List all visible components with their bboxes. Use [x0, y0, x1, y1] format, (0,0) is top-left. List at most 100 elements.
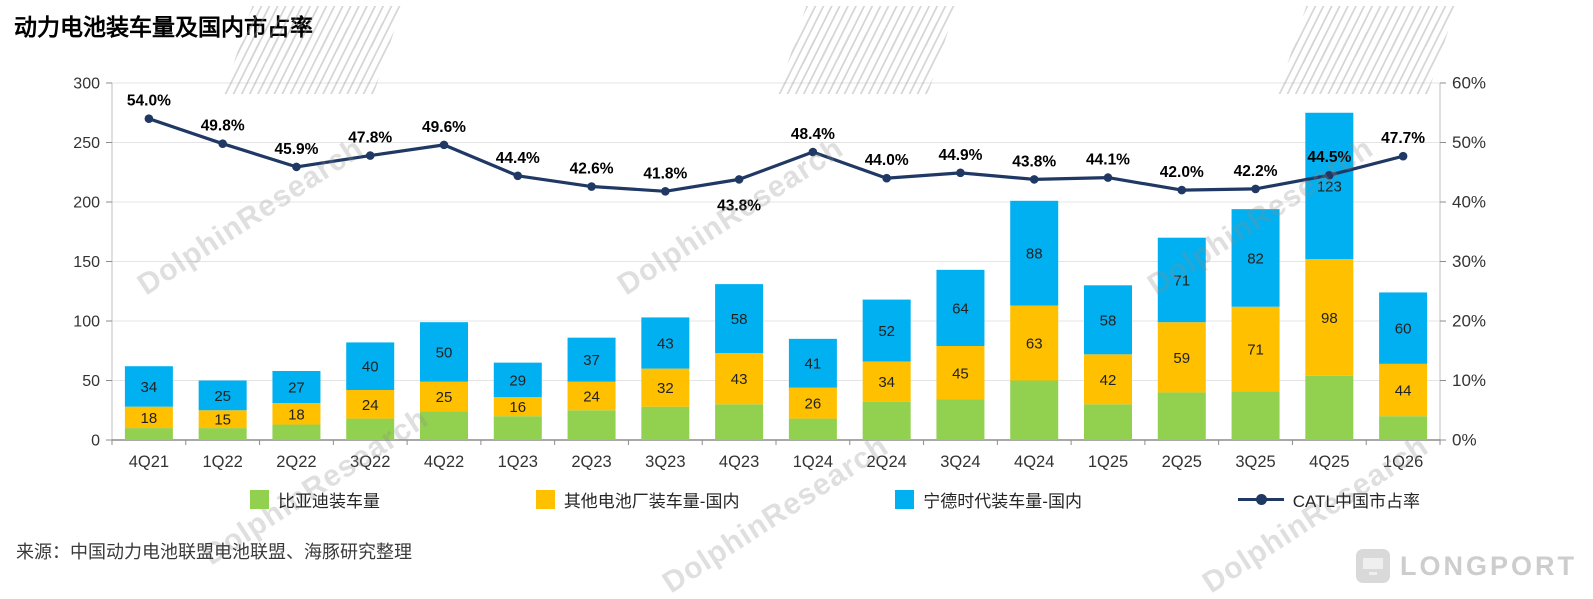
svg-text:0%: 0% — [1452, 431, 1477, 450]
svg-text:100: 100 — [73, 314, 100, 331]
svg-text:43: 43 — [731, 371, 748, 388]
svg-text:34: 34 — [878, 374, 895, 391]
svg-text:64: 64 — [952, 300, 969, 317]
legend-item-byd: 比亚迪装车量 — [250, 487, 380, 512]
svg-text:37: 37 — [583, 352, 600, 369]
svg-text:41.8%: 41.8% — [643, 165, 687, 182]
svg-text:1Q22: 1Q22 — [202, 453, 242, 471]
svg-text:3Q25: 3Q25 — [1235, 453, 1275, 471]
legend-label-catl: 宁德时代装车量-国内 — [923, 492, 1082, 511]
svg-text:29: 29 — [509, 372, 526, 389]
svg-text:123: 123 — [1317, 178, 1342, 195]
svg-text:15: 15 — [214, 412, 231, 429]
legend-label-share: CATL中国市占率 — [1292, 492, 1420, 511]
svg-text:30%: 30% — [1452, 252, 1486, 271]
svg-text:40: 40 — [362, 359, 379, 376]
longport-logo-icon — [1356, 549, 1390, 583]
svg-text:1Q24: 1Q24 — [793, 453, 833, 471]
svg-text:47.8%: 47.8% — [348, 130, 392, 147]
svg-text:43: 43 — [657, 336, 674, 353]
legend-item-share-line: CATL中国市占率 — [1237, 487, 1420, 512]
share-line-swatch — [1237, 494, 1284, 505]
byd-color-swatch — [250, 490, 269, 509]
catl-color-swatch — [895, 490, 915, 509]
svg-text:71: 71 — [1173, 272, 1190, 289]
svg-text:60%: 60% — [1452, 74, 1486, 93]
svg-text:48.4%: 48.4% — [791, 126, 835, 143]
svg-text:34: 34 — [141, 379, 158, 396]
svg-text:42: 42 — [1100, 372, 1117, 389]
svg-text:24: 24 — [362, 397, 379, 414]
svg-text:49.6%: 49.6% — [422, 119, 466, 136]
svg-text:45: 45 — [952, 365, 969, 382]
svg-text:98: 98 — [1321, 310, 1338, 327]
svg-text:58: 58 — [1100, 312, 1117, 329]
svg-text:44.5%: 44.5% — [1307, 149, 1351, 166]
svg-text:200: 200 — [73, 195, 100, 212]
svg-text:47.7%: 47.7% — [1381, 130, 1425, 147]
source-note: 来源：中国动力电池联盟电池联盟、海豚研究整理 — [16, 542, 412, 562]
svg-text:88: 88 — [1026, 246, 1043, 263]
svg-text:10%: 10% — [1452, 371, 1486, 390]
svg-text:44.1%: 44.1% — [1086, 152, 1130, 169]
svg-text:1Q25: 1Q25 — [1088, 453, 1128, 471]
svg-text:42.0%: 42.0% — [1160, 164, 1204, 181]
longport-brand-text: LONGPORT — [1400, 550, 1577, 581]
svg-text:44.9%: 44.9% — [938, 147, 982, 164]
svg-text:63: 63 — [1026, 336, 1043, 353]
svg-text:50: 50 — [436, 344, 453, 361]
svg-text:44.0%: 44.0% — [865, 152, 909, 169]
share-line-marker-icon — [1255, 494, 1267, 505]
others-color-swatch — [535, 490, 555, 509]
svg-text:2Q25: 2Q25 — [1162, 453, 1202, 471]
svg-text:44.4%: 44.4% — [496, 150, 540, 167]
svg-text:54.0%: 54.0% — [127, 93, 171, 110]
svg-text:52: 52 — [878, 323, 895, 340]
legend-label-byd: 比亚迪装车量 — [278, 492, 380, 511]
svg-text:25: 25 — [214, 388, 231, 405]
svg-text:20%: 20% — [1452, 312, 1486, 331]
svg-text:250: 250 — [73, 135, 100, 152]
svg-text:3Q24: 3Q24 — [940, 453, 980, 471]
svg-text:4Q24: 4Q24 — [1014, 453, 1054, 471]
svg-text:50: 50 — [82, 373, 100, 390]
svg-text:4Q21: 4Q21 — [129, 453, 169, 471]
legend-item-catl: 宁德时代装车量-国内 — [895, 487, 1082, 512]
svg-text:43.8%: 43.8% — [1012, 153, 1056, 170]
svg-text:82: 82 — [1247, 250, 1264, 267]
svg-text:26: 26 — [805, 396, 822, 413]
svg-text:60: 60 — [1395, 321, 1412, 338]
svg-text:0: 0 — [91, 433, 100, 450]
longport-brand: LONGPORT — [1356, 549, 1577, 583]
svg-text:50%: 50% — [1452, 133, 1486, 152]
svg-text:42.6%: 42.6% — [570, 161, 614, 178]
svg-text:59: 59 — [1173, 350, 1190, 367]
legend-item-others: 其他电池厂装车量-国内 — [535, 487, 740, 512]
svg-text:18: 18 — [141, 410, 158, 427]
legend-label-others: 其他电池厂装车量-国内 — [563, 492, 740, 511]
svg-text:1Q23: 1Q23 — [498, 453, 538, 471]
svg-text:18: 18 — [288, 406, 305, 423]
svg-text:3Q23: 3Q23 — [645, 453, 685, 471]
svg-text:25: 25 — [436, 389, 453, 406]
svg-text:42.2%: 42.2% — [1234, 163, 1278, 180]
svg-text:43.8%: 43.8% — [717, 197, 761, 214]
chart-title: 动力电池装车量及国内市占率 — [14, 14, 313, 40]
svg-text:58: 58 — [731, 311, 748, 328]
svg-text:27: 27 — [288, 380, 305, 397]
svg-text:4Q25: 4Q25 — [1309, 453, 1349, 471]
svg-text:40%: 40% — [1452, 193, 1486, 212]
svg-text:71: 71 — [1247, 341, 1264, 358]
svg-text:32: 32 — [657, 380, 674, 397]
svg-text:150: 150 — [73, 254, 100, 271]
svg-text:45.9%: 45.9% — [274, 141, 318, 158]
svg-text:2Q22: 2Q22 — [276, 453, 316, 471]
svg-text:4Q23: 4Q23 — [719, 453, 759, 471]
svg-text:44: 44 — [1395, 383, 1412, 400]
svg-text:16: 16 — [509, 399, 526, 416]
svg-text:41: 41 — [805, 356, 822, 373]
svg-text:3Q22: 3Q22 — [350, 453, 390, 471]
svg-text:2Q23: 2Q23 — [571, 453, 611, 471]
